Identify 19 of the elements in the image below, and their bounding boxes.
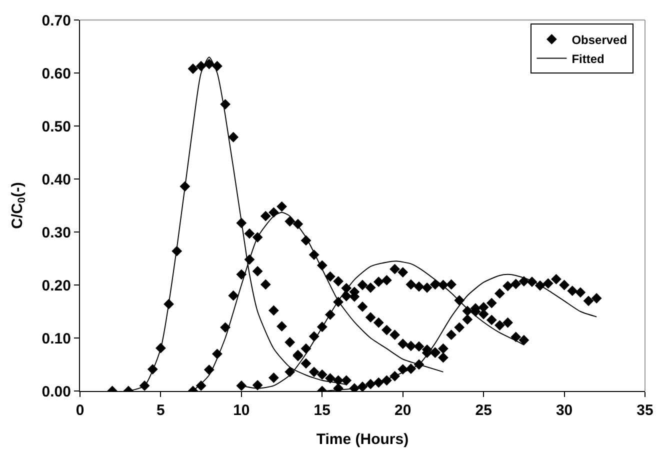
y-tick-label: 0.30 bbox=[42, 224, 71, 242]
y-tick-label: 0.00 bbox=[42, 383, 71, 400]
x-tick-label: 20 bbox=[394, 402, 412, 419]
x-tick-label: 15 bbox=[314, 402, 330, 419]
y-tick-label: 0.10 bbox=[42, 330, 71, 348]
y-tick-label: 0.50 bbox=[42, 118, 71, 136]
x-tick-label: 10 bbox=[233, 402, 250, 419]
x-tick-label: 5 bbox=[156, 402, 165, 419]
y-tick-label: 0.40 bbox=[42, 171, 71, 188]
legend-label: Observed bbox=[572, 32, 628, 47]
x-tick-label: 35 bbox=[636, 402, 654, 419]
x-tick-label: 0 bbox=[76, 402, 84, 419]
x-tick-label: 25 bbox=[475, 402, 492, 419]
y-tick-label: 0.70 bbox=[42, 12, 71, 30]
legend-label: Fitted bbox=[572, 52, 604, 66]
x-tick-label: 30 bbox=[556, 402, 573, 419]
y-tick-label: 0.60 bbox=[42, 65, 71, 82]
x-axis-title: Time (Hours) bbox=[316, 431, 409, 448]
y-tick-label: 0.20 bbox=[42, 277, 71, 294]
